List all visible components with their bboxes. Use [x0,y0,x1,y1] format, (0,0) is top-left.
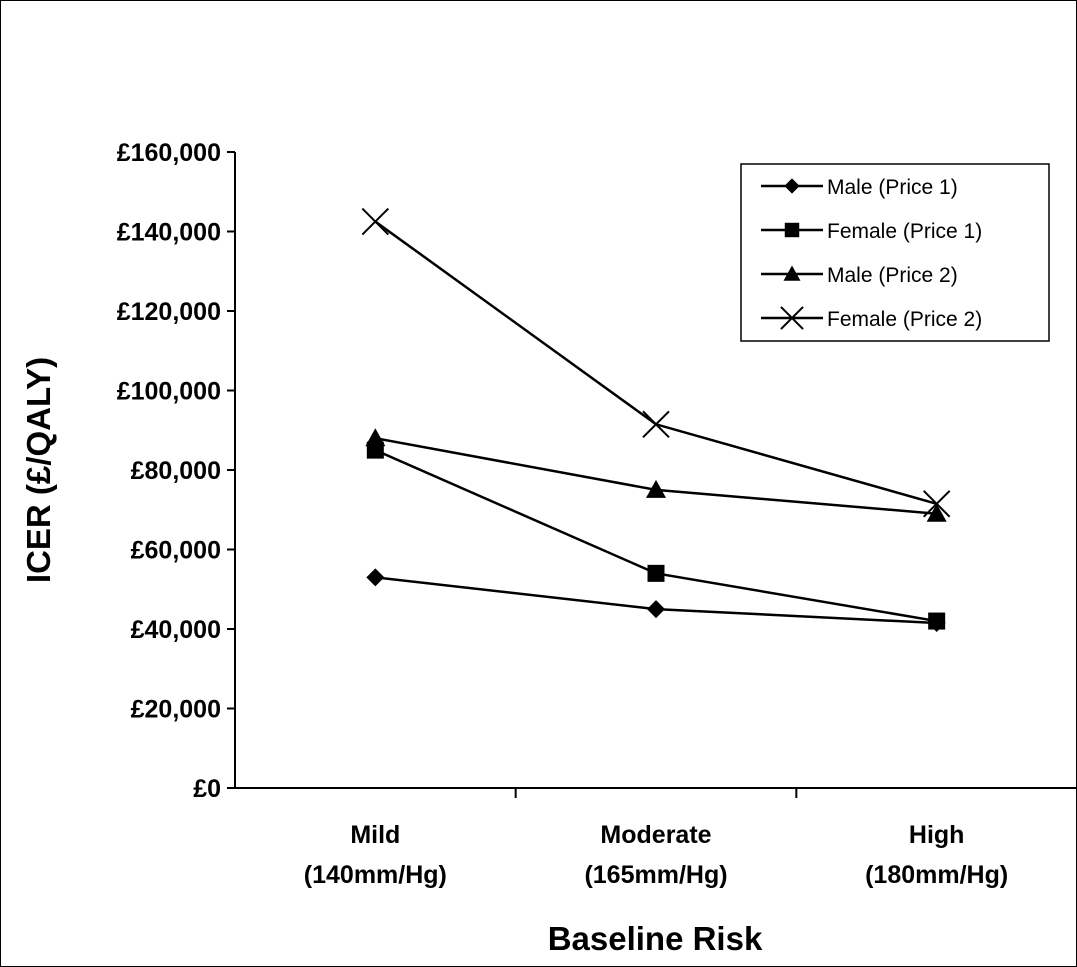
square-marker [784,222,800,238]
square-marker [647,564,665,582]
x-category-label-line1: Moderate [600,821,711,849]
legend-label: Female (Price 2) [827,308,982,331]
legend-item: Male (Price 2) [761,264,958,287]
y-tick-label: £140,000 [117,219,221,247]
diamond-marker [366,568,385,587]
y-tick-label: £100,000 [117,378,221,406]
x-axis-title: Baseline Risk [548,920,763,957]
y-axis-ticks: £0 £20,000 £40,000 £60,000 £80,000 £100,000 £1… [117,139,235,803]
data-point [646,479,666,498]
data-point [928,612,946,630]
y-tick-label: £120,000 [117,298,221,326]
y-tick-label: £0 [193,775,221,803]
series-line [374,448,937,623]
series-line [375,436,937,515]
triangle-marker [783,265,801,281]
triangle-marker [365,428,386,447]
y-tick-label: £80,000 [131,457,221,485]
x-category-label-line2: (165mm/Hg) [584,861,727,889]
x-category-label-line2: (140mm/Hg) [304,861,447,889]
legend: Male (Price 1) Female (Price 1) Male (Pric… [740,163,1050,342]
x-marker-stroke [361,207,390,236]
series-3 [365,428,947,522]
data-point [642,410,670,438]
data-point [361,207,390,236]
y-tick-label: £160,000 [117,139,221,167]
data-point [366,568,385,587]
legend-item: Female (Price 2) [761,306,982,331]
legend-item: Female (Price 1) [761,220,982,243]
x-axis-ticks: Mild (140mm/Hg) Moderate (165mm/Hg) High (180… [304,788,1008,889]
legend-label: Male (Price 2) [827,264,958,287]
y-tick-label: £40,000 [131,616,221,644]
x-marker-stroke [922,490,951,518]
y-tick-label: £60,000 [131,537,221,565]
x-category-label-line1: Mild [350,821,400,849]
x-marker-stroke [642,410,670,438]
data-point [926,503,947,522]
triangle-marker [926,503,947,522]
y-tick-label: £20,000 [131,696,221,724]
square-marker [928,612,946,630]
triangle-marker [646,479,666,498]
legend-item: Male (Price 1) [761,176,958,199]
diamond-marker [647,600,665,619]
series-group [361,207,951,633]
x-category-label-line2: (180mm/Hg) [865,861,1008,889]
data-point [647,564,665,582]
x-marker-stroke [780,306,804,330]
legend-label: Male (Price 1) [827,176,958,199]
x-category-label-line1: High [909,821,965,849]
legend-label: Female (Price 1) [827,220,982,243]
y-axis-title: ICER (£/QALY) [20,357,57,583]
data-point [922,490,951,518]
data-point [365,428,386,447]
legend-box [740,163,1050,342]
series-4 [361,207,951,518]
diamond-marker [784,178,800,194]
data-point [647,600,665,619]
